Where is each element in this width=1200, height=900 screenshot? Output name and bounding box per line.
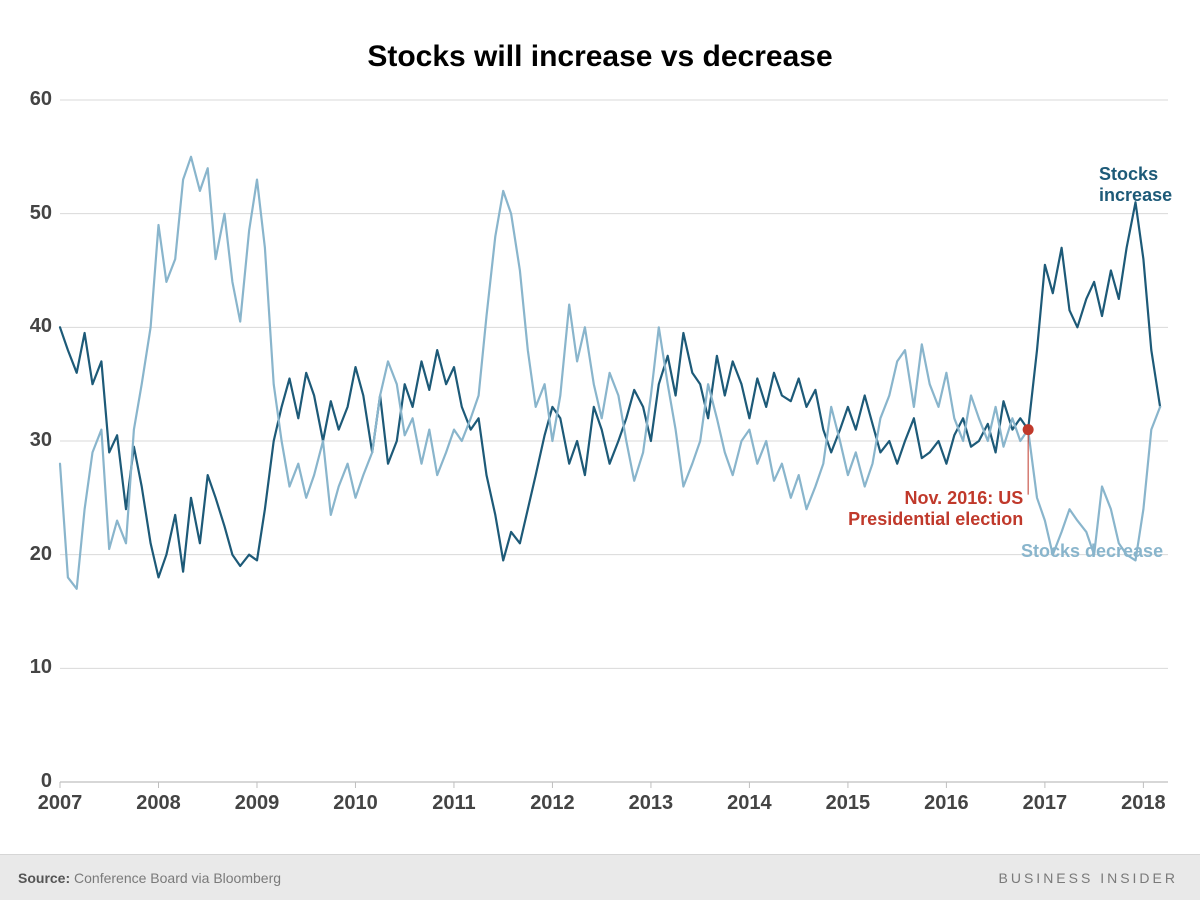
x-tick-label: 2014 bbox=[719, 792, 779, 815]
y-tick-label: 30 bbox=[2, 429, 52, 452]
x-tick-label: 2016 bbox=[916, 792, 976, 815]
y-tick-label: 40 bbox=[2, 315, 52, 338]
x-tick-label: 2011 bbox=[424, 792, 484, 815]
event-annotation-line2: Presidential election bbox=[848, 509, 1023, 529]
y-tick-label: 20 bbox=[2, 543, 52, 566]
y-tick-label: 10 bbox=[2, 656, 52, 679]
x-tick-label: 2009 bbox=[227, 792, 287, 815]
y-tick-label: 60 bbox=[2, 88, 52, 111]
series-label-increase: Stocks increase bbox=[1099, 164, 1200, 205]
series-label-decrease: Stocks decrease bbox=[1021, 541, 1163, 562]
y-tick-label: 50 bbox=[2, 202, 52, 225]
x-tick-label: 2017 bbox=[1015, 792, 1075, 815]
y-tick-label: 0 bbox=[2, 770, 52, 793]
x-tick-label: 2010 bbox=[325, 792, 385, 815]
event-annotation: Nov. 2016: US Presidential election bbox=[848, 488, 1023, 529]
footer-bar: Source: Conference Board via Bloomberg B… bbox=[0, 854, 1200, 900]
x-tick-label: 2007 bbox=[30, 792, 90, 815]
line-chart bbox=[0, 0, 1200, 900]
source-value: Conference Board via Bloomberg bbox=[74, 870, 281, 886]
source-label: Source: bbox=[18, 870, 70, 886]
event-annotation-line1: Nov. 2016: US bbox=[905, 488, 1024, 508]
x-tick-label: 2018 bbox=[1113, 792, 1173, 815]
x-tick-label: 2013 bbox=[621, 792, 681, 815]
x-tick-label: 2012 bbox=[522, 792, 582, 815]
source-text: Source: Conference Board via Bloomberg bbox=[18, 870, 281, 886]
x-tick-label: 2008 bbox=[128, 792, 188, 815]
x-tick-label: 2015 bbox=[818, 792, 878, 815]
brand-text: BUSINESS INSIDER bbox=[999, 870, 1178, 886]
